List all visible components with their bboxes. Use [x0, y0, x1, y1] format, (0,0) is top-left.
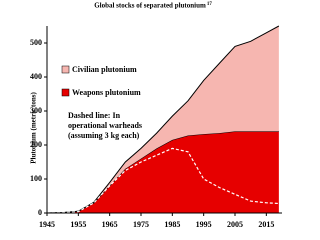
dashed-line	[46, 147, 279, 214]
y-tick-label: 500	[30, 38, 42, 47]
chart-title: Global stocks of separated plutonium	[94, 2, 206, 10]
x-tick-label: 1985	[164, 220, 180, 229]
x-tick-label: 1975	[133, 220, 149, 229]
y-axis-label: Plutonium (metric tons)	[30, 92, 38, 164]
y-tick-label: 0	[38, 208, 42, 217]
annotation: operational warheads	[68, 121, 142, 130]
legend-swatch	[61, 65, 70, 74]
legend-swatch	[61, 88, 70, 97]
x-tick-label: 1965	[102, 220, 118, 229]
x-tick-label: 2005	[227, 220, 243, 229]
x-tick-label: 1945	[39, 220, 55, 229]
legend-label: Weapons plutonium	[72, 88, 141, 97]
x-tick-label: 1995	[196, 220, 212, 229]
y-tick-label: 400	[30, 72, 42, 81]
area	[47, 131, 279, 213]
x-tick-label: 2015	[258, 220, 274, 229]
legend-label: Civilian plutonium	[72, 65, 137, 74]
annotation: (assuming 3 kg each)	[68, 131, 140, 140]
title-note: 17	[207, 2, 213, 7]
area	[47, 26, 279, 213]
annotation: Dashed line: In	[68, 111, 121, 120]
y-tick-label: 100	[30, 174, 42, 183]
y-tick-label: 300	[30, 106, 42, 115]
y-tick-label: 200	[30, 140, 42, 149]
chart: Global stocks of separated plutonium 17 …	[30, 2, 282, 229]
x-tick-label: 1955	[70, 220, 86, 229]
